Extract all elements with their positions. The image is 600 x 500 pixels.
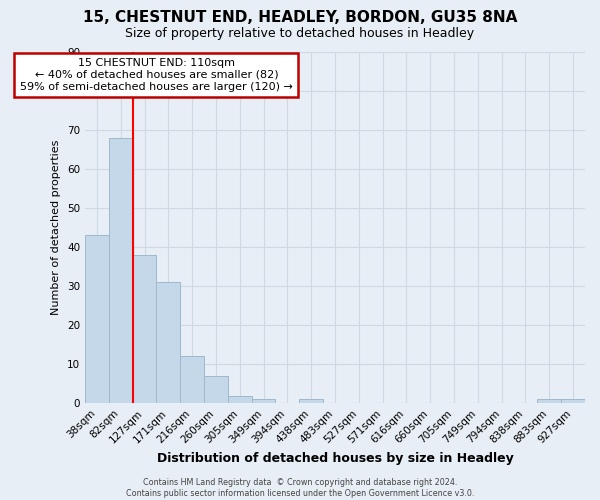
Bar [299, 400, 323, 404]
Bar [538, 400, 561, 404]
Bar [157, 282, 180, 404]
Bar [133, 255, 157, 404]
Text: 15 CHESTNUT END: 110sqm
← 40% of detached houses are smaller (82)
59% of semi-de: 15 CHESTNUT END: 110sqm ← 40% of detache… [20, 58, 293, 92]
Bar [251, 400, 275, 404]
Bar [85, 235, 109, 404]
Text: Size of property relative to detached houses in Headley: Size of property relative to detached ho… [125, 28, 475, 40]
X-axis label: Distribution of detached houses by size in Headley: Distribution of detached houses by size … [157, 452, 514, 465]
Bar [109, 138, 133, 404]
Bar [180, 356, 204, 404]
Text: 15, CHESTNUT END, HEADLEY, BORDON, GU35 8NA: 15, CHESTNUT END, HEADLEY, BORDON, GU35 … [83, 10, 517, 25]
Bar [204, 376, 228, 404]
Bar [561, 400, 585, 404]
Y-axis label: Number of detached properties: Number of detached properties [52, 140, 61, 315]
Bar [228, 396, 251, 404]
Text: Contains HM Land Registry data  © Crown copyright and database right 2024.
Conta: Contains HM Land Registry data © Crown c… [126, 478, 474, 498]
